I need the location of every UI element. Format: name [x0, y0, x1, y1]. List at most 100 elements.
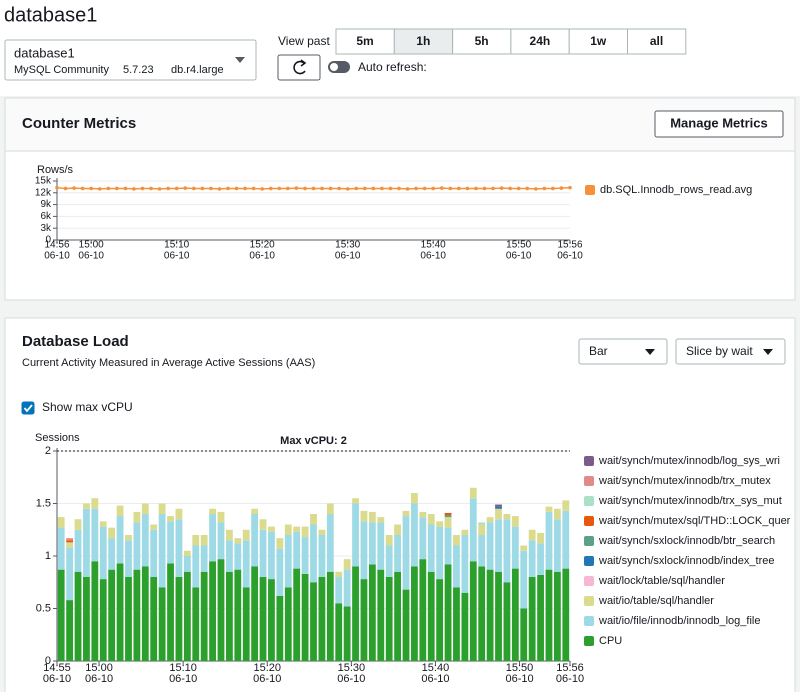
y-tick-label: 2	[45, 445, 51, 457]
select[interactable]	[578, 338, 668, 365]
bar-segment	[125, 577, 132, 661]
x-tick-label: 06-10	[557, 251, 583, 262]
bar-segment	[99, 526, 107, 580]
bar-segment	[183, 550, 191, 556]
point	[192, 186, 196, 191]
bar-segment	[310, 582, 317, 661]
point	[516, 186, 521, 191]
auto-refresh-label: Auto refresh:	[358, 60, 427, 74]
x-tick-label: 15:50	[506, 240, 531, 251]
bar-segment	[242, 540, 250, 588]
panel-title: Counter Metrics	[22, 115, 136, 132]
y-tick-label: 9k	[40, 199, 52, 210]
bar-segment	[268, 526, 275, 532]
bar-segment	[537, 543, 544, 575]
x-tick-label: 06-10	[85, 673, 113, 685]
bar-segment	[91, 561, 99, 661]
point	[72, 186, 76, 190]
bar-segment	[335, 577, 343, 604]
bar-segment	[503, 514, 511, 520]
x-tick-label: 15:56	[557, 240, 582, 251]
bar-segment	[276, 595, 284, 661]
range-button[interactable]	[335, 28, 395, 55]
bar-segment	[511, 516, 519, 527]
instance-version: 5.7.23	[123, 64, 154, 76]
y-tick-label: 1.5	[36, 497, 51, 509]
checkbox[interactable]	[21, 401, 35, 415]
legend-swatch	[584, 536, 594, 546]
bar-segment	[427, 571, 435, 661]
page-title: database1	[4, 4, 97, 26]
instance-select[interactable]	[4, 39, 257, 81]
range-button-label: all	[650, 34, 663, 48]
point	[354, 186, 359, 191]
bar-segment	[167, 516, 174, 522]
x-tick-label: 06-10	[506, 251, 532, 262]
bar-segment	[486, 522, 494, 570]
manage-button[interactable]	[654, 110, 784, 138]
annotation: Max vCPU: 2	[280, 435, 347, 447]
point	[174, 186, 179, 191]
bar-segment	[158, 514, 166, 588]
bar-segment	[57, 517, 65, 528]
bar-segment	[225, 571, 233, 661]
point	[380, 186, 384, 191]
x-tick-label: 06-10	[556, 673, 584, 685]
point	[63, 186, 68, 191]
point	[414, 186, 418, 191]
legend-label: wait/synch/mutex/innodb/trx_mutex	[598, 475, 771, 487]
bar-segment	[520, 545, 528, 551]
caret	[235, 57, 245, 63]
legend-swatch	[584, 476, 594, 486]
bar-segment	[192, 587, 200, 661]
bar-segment	[242, 529, 250, 541]
bar-segment	[150, 524, 158, 530]
bar-segment	[411, 503, 418, 567]
bar-segment	[234, 569, 242, 661]
bar-segment	[259, 577, 267, 661]
point	[286, 186, 290, 191]
bar-segment	[276, 538, 284, 549]
bar-segment	[528, 540, 536, 577]
bar-segment	[343, 559, 351, 570]
x-tick-label: 15:20	[250, 240, 275, 251]
bar-segment	[74, 571, 82, 661]
bar-segment	[141, 514, 149, 567]
refresh-button[interactable]	[277, 54, 321, 81]
bar-segment	[545, 569, 553, 661]
x-tick-label: 15:56	[556, 662, 584, 674]
bar-segment	[553, 571, 561, 661]
range-button[interactable]	[452, 28, 512, 55]
bar-segment	[251, 514, 259, 567]
panel-title: Database Load	[22, 333, 129, 350]
bar-segment	[335, 571, 343, 577]
x-tick-label: 15:00	[85, 662, 113, 674]
bar-segment	[503, 582, 511, 661]
point	[525, 186, 530, 191]
bar-segment	[293, 526, 301, 532]
x-tick-label: 06-10	[169, 673, 197, 685]
select[interactable]	[675, 338, 786, 365]
bar-segment	[66, 547, 74, 601]
bar-segment	[419, 559, 427, 661]
x-tick-label: 06-10	[253, 673, 281, 685]
bar-segment	[242, 587, 250, 661]
range-button[interactable]	[627, 28, 687, 55]
range-button[interactable]	[568, 28, 629, 55]
bar-segment	[108, 569, 116, 661]
bar-segment	[318, 529, 326, 535]
bar-segment	[183, 571, 191, 661]
caret	[763, 349, 773, 355]
point	[405, 187, 410, 191]
bar-segment	[167, 563, 174, 661]
point	[551, 186, 555, 191]
bar-segment	[251, 508, 259, 514]
x-tick-label: 15:10	[164, 240, 189, 251]
bar-segment	[495, 504, 502, 507]
point	[371, 186, 376, 191]
bar-segment	[225, 529, 233, 541]
bar-segment	[495, 508, 502, 520]
bar-segment	[268, 531, 275, 580]
bar-segment	[444, 515, 452, 518]
